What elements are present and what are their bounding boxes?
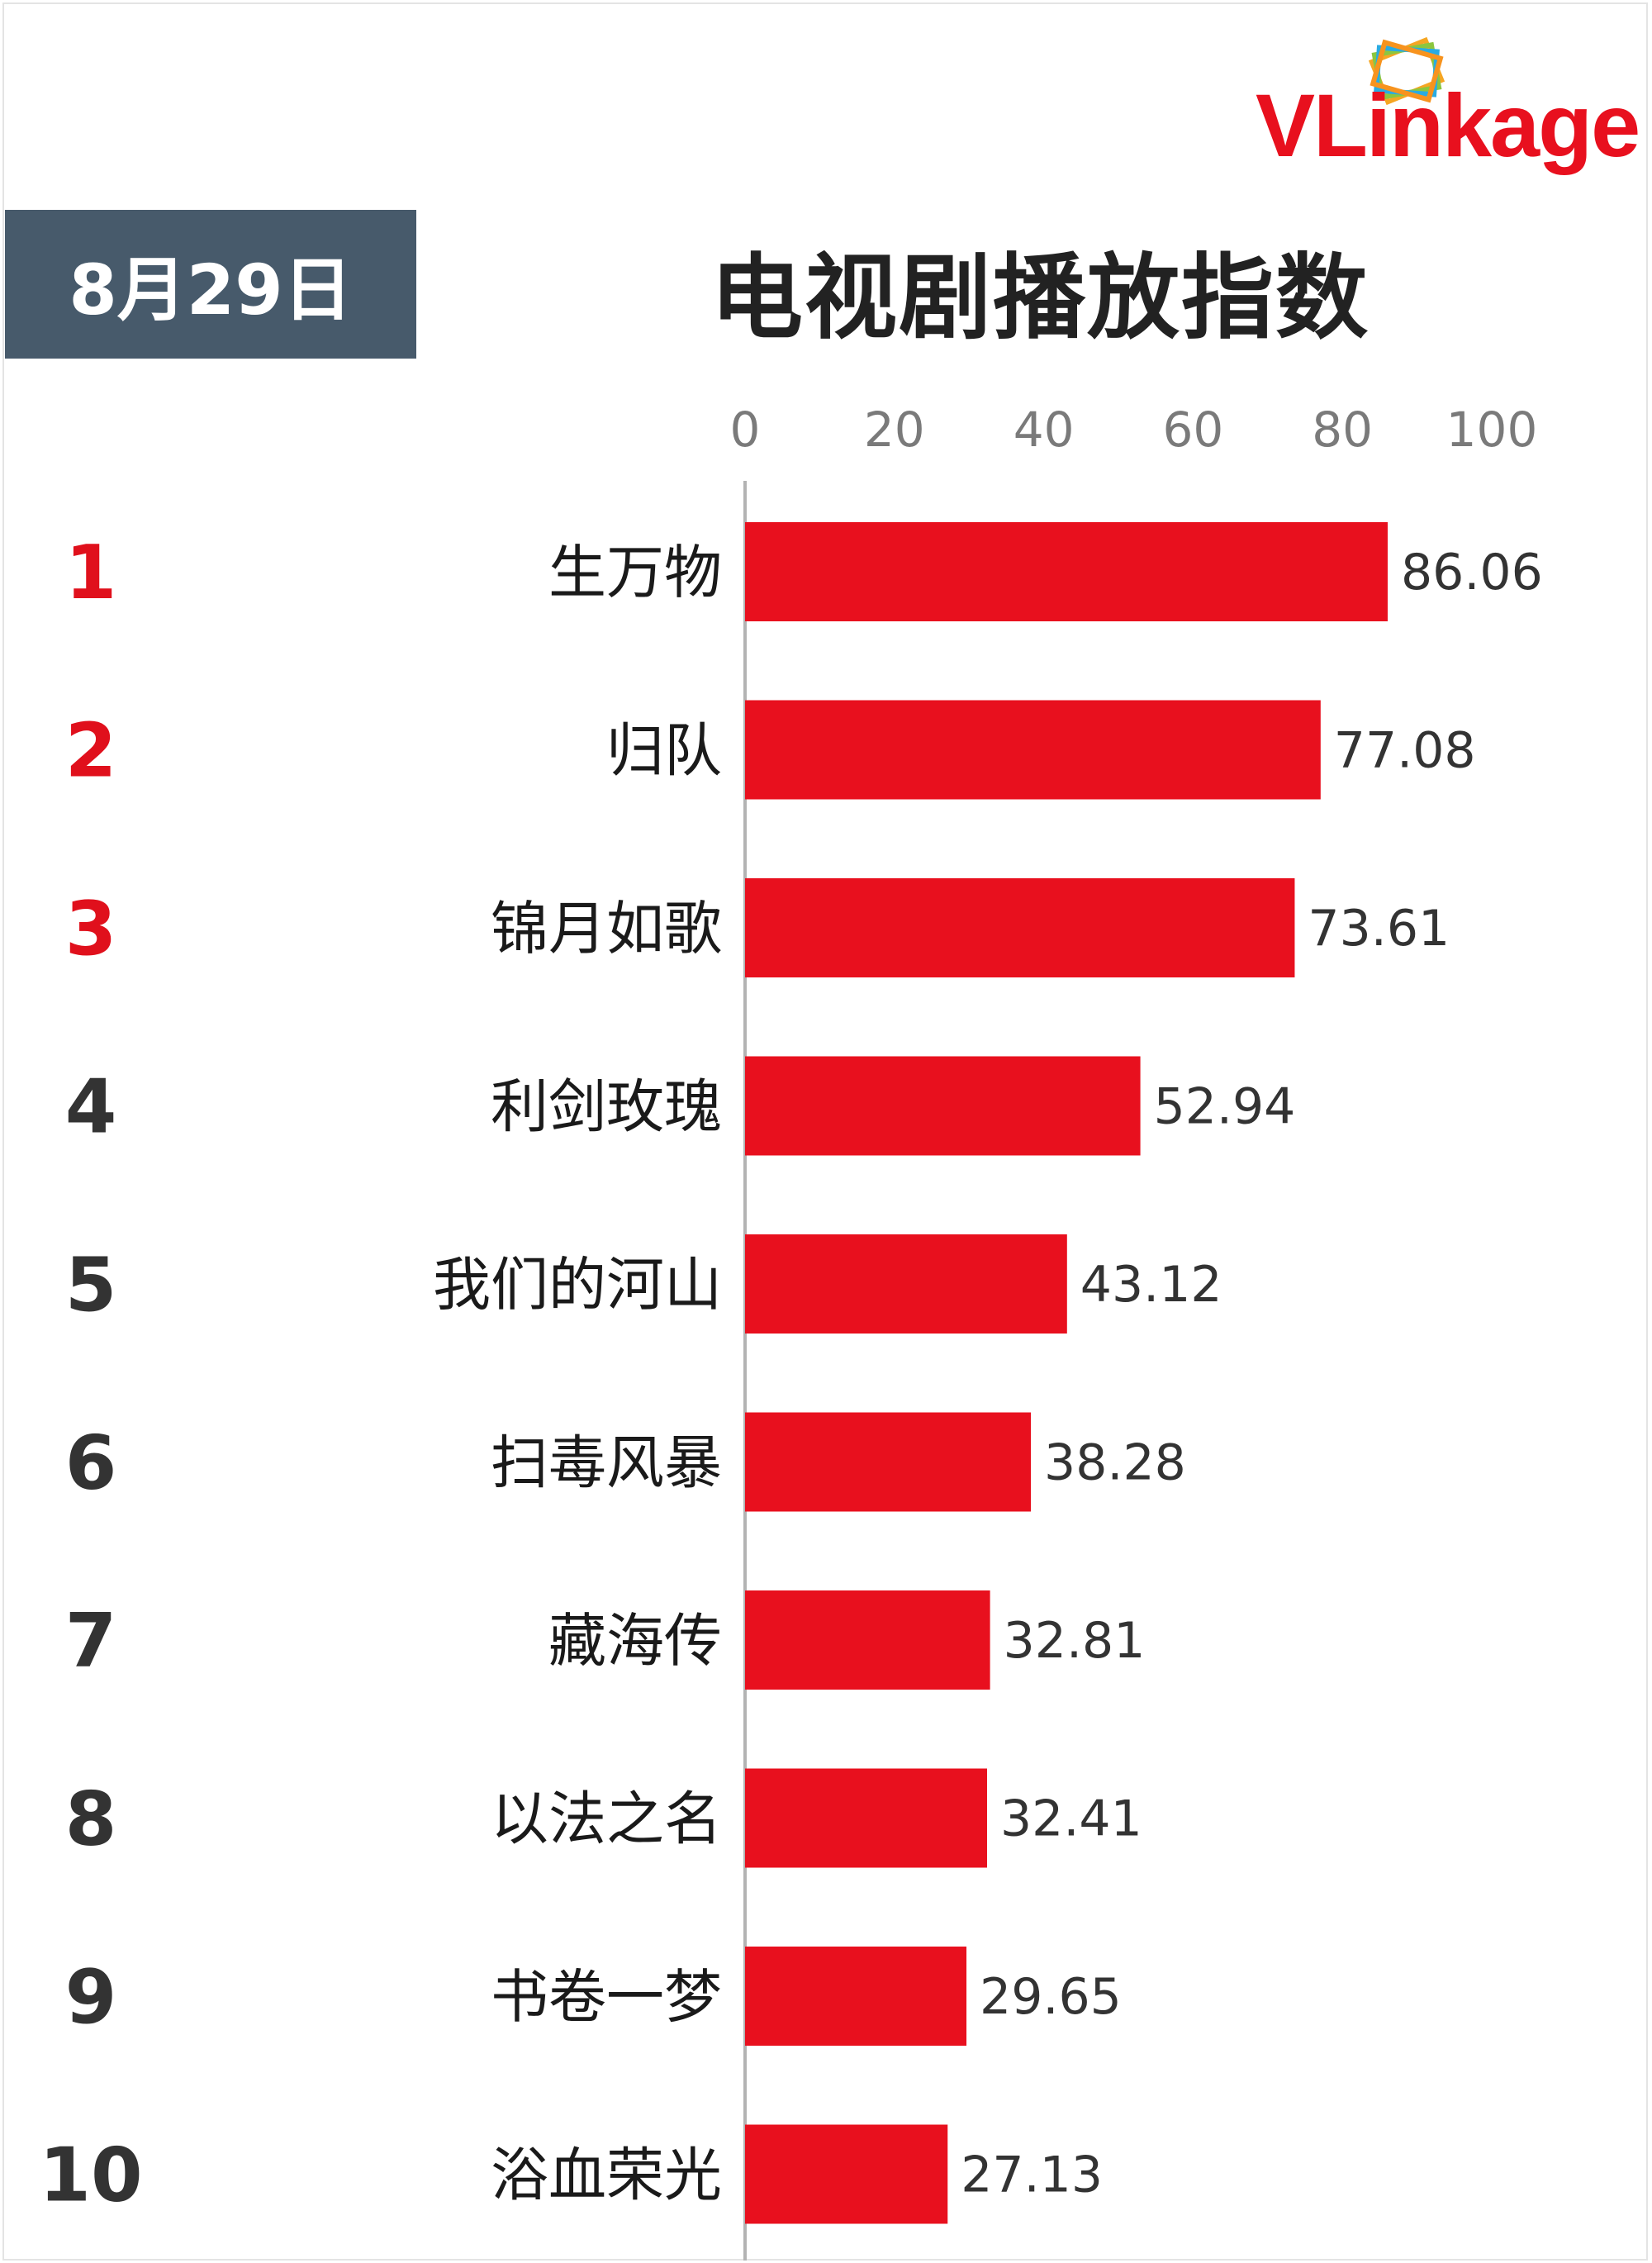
logo-text: VLinkage (1256, 75, 1640, 175)
stacked-cards-icon (1368, 36, 1446, 106)
rank-number: 9 (65, 1954, 117, 2041)
value-label: 38.28 (1044, 1434, 1186, 1492)
bar (745, 878, 1295, 977)
category-label: 生万物 (548, 539, 722, 606)
x-tick-label: 100 (1446, 402, 1538, 458)
rank-number: 10 (39, 2132, 142, 2219)
category-label: 书卷一梦 (491, 1963, 722, 2031)
chart-title: 电视剧播放指数 (710, 245, 1370, 352)
rank-number: 3 (65, 886, 117, 972)
rank-number: 6 (65, 1420, 117, 1507)
value-label: 52.94 (1154, 1078, 1296, 1136)
category-label: 以法之名 (491, 1785, 722, 1853)
rank-number: 2 (65, 708, 117, 795)
bar (745, 1056, 1141, 1156)
bar (745, 522, 1388, 621)
category-label: 扫毒风暴 (491, 1429, 722, 1497)
category-label: 归队 (606, 717, 722, 785)
value-label: 77.08 (1334, 722, 1476, 780)
x-tick-label: 20 (864, 402, 925, 458)
vlinkage-logo: VLinkage (1256, 25, 1644, 182)
bar (745, 1412, 1032, 1512)
category-label: 锦月如歌 (491, 895, 722, 963)
value-label: 32.41 (1000, 1790, 1142, 1848)
chart-rows: 1 生万物 86.06 2 归队 77.08 3 锦月如歌 73.61 4 利剑玫瑰 52.94 5 我们… (39, 522, 1543, 2224)
category-label: 我们的河山 (433, 1251, 722, 1319)
bar (745, 700, 1321, 800)
value-label: 86.06 (1401, 544, 1543, 601)
x-tick-label: 0 (730, 402, 761, 458)
bar (745, 1234, 1067, 1334)
rank-number: 5 (65, 1242, 117, 1329)
value-label: 32.81 (1004, 1612, 1146, 1670)
bar (745, 1590, 990, 1690)
x-tick-label: 80 (1312, 402, 1373, 458)
category-label: 浴血荣光 (491, 2142, 722, 2209)
x-axis-ticks: 0 20 40 60 80 100 (730, 402, 1538, 458)
value-label: 27.13 (961, 2147, 1103, 2204)
rank-number: 4 (65, 1064, 117, 1151)
bar (745, 1768, 987, 1868)
category-label: 藏海传 (548, 1607, 722, 1675)
rank-number: 7 (65, 1598, 117, 1685)
x-tick-label: 60 (1162, 402, 1223, 458)
value-label: 43.12 (1080, 1256, 1222, 1314)
x-tick-label: 40 (1014, 402, 1075, 458)
value-label: 73.61 (1308, 900, 1450, 958)
rank-number: 8 (65, 1776, 117, 1863)
bar (745, 1947, 967, 2046)
category-label: 利剑玫瑰 (491, 1073, 722, 1141)
rank-number: 1 (65, 530, 117, 616)
bar (745, 2124, 948, 2224)
value-label: 29.65 (980, 1968, 1122, 2026)
date-badge: 8月29日 (5, 210, 416, 359)
